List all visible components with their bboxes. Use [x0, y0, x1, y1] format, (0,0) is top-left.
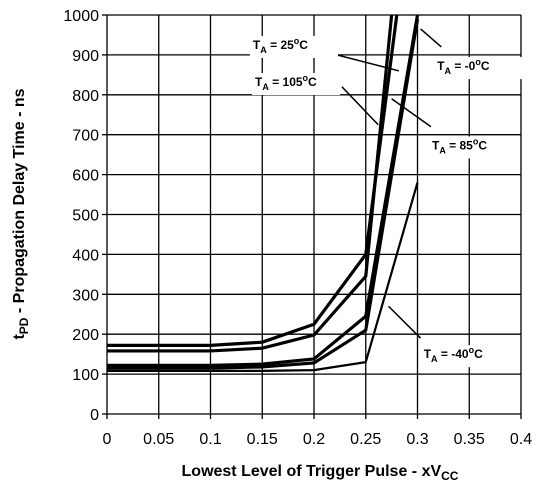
- chart-series: [107, 14, 420, 373]
- x-tick-label: 0.4: [510, 431, 532, 448]
- annotation-label-t85: TA = 85oC: [432, 136, 487, 155]
- x-tick-label: 0.15: [247, 431, 278, 448]
- x-tick-label: 0.3: [406, 431, 428, 448]
- chart-tick-labels: 0 100 200 300 400 500 600 700 800 900 1000 0 0.05 0.1…: [63, 8, 532, 448]
- series-line-tm40: [107, 182, 419, 373]
- x-tick-label: 0.1: [199, 431, 221, 448]
- annotation-bg-t0: [434, 57, 523, 80]
- annotation-arrow-tm40: [387, 305, 422, 339]
- annotation-arrow-t0: [420, 28, 442, 48]
- x-axis-title: Lowest Level of Trigger Pulse - xVCC: [182, 463, 459, 483]
- y-tick-label: 100: [72, 367, 99, 384]
- y-tick-label: 600: [72, 168, 99, 185]
- chart-annotations: TA = 25oC TA = 105oC TA = -0oC TA = 85oC TA …: [249, 28, 523, 368]
- y-tick-label: 300: [72, 287, 99, 304]
- annotation-bg-t105: [252, 73, 341, 96]
- series-line-t105: [107, 14, 394, 353]
- annotation-label-t0: TA = -0oC: [437, 57, 490, 76]
- series-line-t25: [107, 14, 399, 347]
- y-tick-label: 500: [72, 208, 99, 225]
- y-tick-label: 800: [72, 88, 99, 105]
- annotation-bg-t85: [428, 136, 517, 159]
- annotation-label-t105: TA = 105oC: [255, 73, 317, 92]
- y-tick-label: 700: [72, 128, 99, 145]
- x-tick-label: 0.25: [350, 431, 381, 448]
- annotation-arrow-t25: [336, 54, 400, 72]
- annotation-arrow-t105: [341, 86, 379, 126]
- y-tick-label: 900: [72, 48, 99, 65]
- annotation-arrow-t85: [391, 98, 432, 128]
- annotation-bg-tm40: [420, 345, 509, 368]
- annotation-bg-t25: [249, 35, 338, 58]
- annotation-label-t25: TA = 25oC: [253, 36, 308, 55]
- series-line-t0: [107, 14, 420, 367]
- x-tick-label: 0.05: [143, 431, 174, 448]
- x-tick-label: 0.35: [454, 431, 485, 448]
- y-axis-title: tPD - Propagation Delay Time - ns: [11, 88, 31, 339]
- series-line-t85: [107, 18, 420, 370]
- annotation-label-tm40: TA = -40oC: [424, 345, 483, 364]
- y-tick-label: 400: [72, 247, 99, 264]
- x-tick-label: 0: [103, 431, 112, 448]
- x-tick-label: 0.2: [303, 431, 325, 448]
- y-tick-label: 200: [72, 327, 99, 344]
- y-tick-label: 1000: [63, 8, 99, 25]
- y-tick-label: 0: [90, 407, 99, 424]
